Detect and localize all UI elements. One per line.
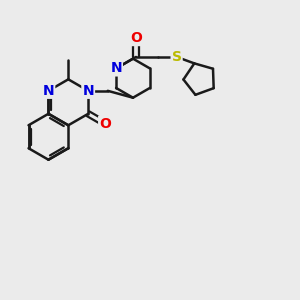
- Text: S: S: [172, 50, 182, 64]
- Text: N: N: [82, 84, 94, 98]
- Text: O: O: [99, 116, 111, 130]
- Text: O: O: [130, 31, 142, 45]
- Text: N: N: [110, 61, 122, 75]
- Text: N: N: [43, 84, 54, 98]
